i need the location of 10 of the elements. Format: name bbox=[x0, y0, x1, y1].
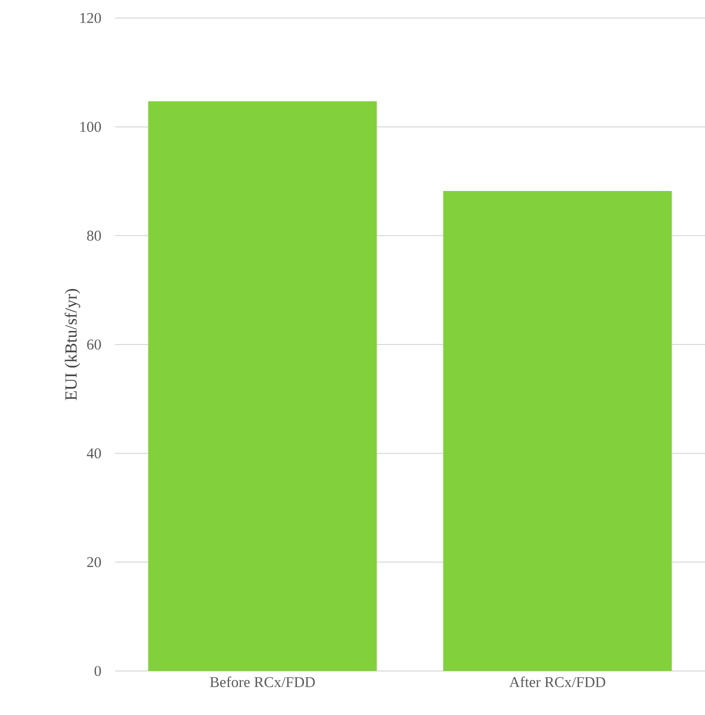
y-tick-label: 120 bbox=[80, 12, 101, 24]
x-tick-label: Before RCx/FDD bbox=[210, 676, 315, 688]
y-tick-label: 80 bbox=[87, 230, 101, 241]
y-tick-label: 60 bbox=[87, 339, 101, 350]
y-axis-title: EUI (kBtu/sf/yr) bbox=[64, 289, 80, 400]
y-tick-label: 0 bbox=[94, 666, 101, 676]
x-tick-label: After RCx/FDD bbox=[509, 676, 606, 688]
y-tick-label: 100 bbox=[80, 122, 101, 132]
y-tick-label: 40 bbox=[86, 448, 101, 458]
y-tick-label: 20 bbox=[87, 557, 101, 568]
